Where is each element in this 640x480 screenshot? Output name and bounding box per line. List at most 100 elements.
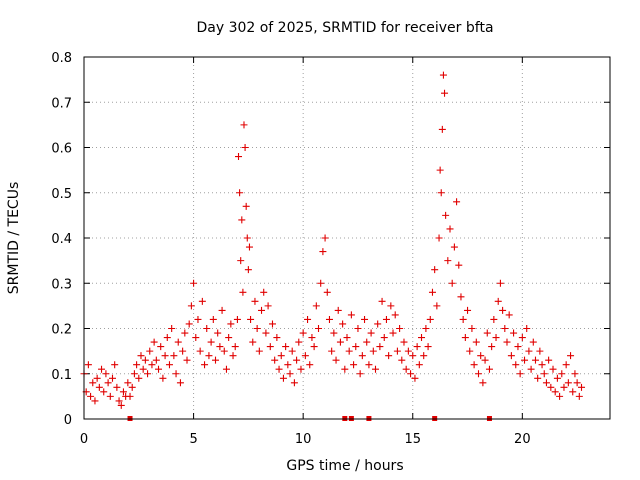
data-point: [441, 89, 449, 97]
data-point: [139, 365, 147, 373]
data-point: [558, 370, 566, 378]
data-point: [457, 293, 465, 301]
data-point: [396, 325, 404, 332]
data-point: [290, 379, 298, 387]
data-point: [428, 288, 436, 296]
data-point: [483, 329, 491, 337]
data-point: [527, 365, 535, 373]
data-point: [126, 392, 134, 400]
data-point: [152, 356, 160, 364]
data-point: [174, 338, 182, 346]
data-point: [323, 288, 331, 296]
data-point: [578, 383, 586, 391]
data-point: [295, 338, 303, 346]
data-point: [466, 347, 474, 355]
data-point: [198, 297, 206, 305]
data-point: [297, 365, 305, 373]
data-point: [420, 352, 428, 360]
data-point: [389, 329, 397, 337]
data-point: [284, 361, 292, 369]
data-point: [553, 374, 561, 382]
data-point: [163, 334, 171, 342]
data-point: [155, 365, 163, 373]
points-layer: [80, 71, 586, 409]
data-point: [363, 338, 371, 346]
data-point: [157, 343, 165, 351]
data-point: [286, 370, 294, 378]
data-point: [415, 361, 423, 369]
data-point: [358, 352, 366, 360]
data-point: [325, 315, 333, 323]
y-tick-label: 0.4: [51, 232, 72, 247]
data-point: [361, 315, 369, 323]
data-point: [216, 343, 224, 351]
data-point: [374, 320, 382, 328]
data-point: [492, 334, 500, 342]
data-point: [356, 370, 364, 378]
data-point: [251, 297, 259, 305]
data-point: [448, 279, 456, 287]
data-point: [404, 347, 412, 355]
data-point: [231, 343, 239, 351]
data-point: [238, 216, 246, 224]
data-point: [113, 383, 121, 391]
data-point: [93, 374, 101, 382]
data-point: [444, 257, 452, 265]
data-point: [431, 266, 439, 274]
data-point: [564, 379, 572, 387]
data-point: [387, 302, 395, 310]
data-point: [106, 392, 114, 400]
data-point: [108, 374, 116, 382]
data-point: [319, 248, 327, 256]
data-point: [133, 361, 141, 369]
data-point: [130, 370, 138, 378]
data-point: [376, 343, 384, 351]
data-point: [534, 374, 542, 382]
data-point: [345, 347, 353, 355]
data-point: [382, 315, 390, 323]
y-tick-label: 0.3: [51, 277, 72, 292]
data-point: [411, 374, 419, 382]
data-point: [148, 361, 156, 369]
data-point: [255, 347, 263, 355]
data-point: [243, 234, 251, 242]
data-point: [503, 338, 511, 346]
data-point: [365, 361, 373, 369]
data-point: [196, 347, 204, 355]
data-point: [192, 334, 200, 342]
data-point: [245, 243, 253, 251]
data-point: [190, 279, 198, 287]
data-point: [89, 379, 97, 387]
data-point: [137, 352, 145, 360]
data-point: [538, 361, 546, 369]
data-point: [450, 243, 458, 251]
data-point: [516, 370, 524, 378]
data-point: [499, 306, 507, 314]
data-point: [556, 392, 564, 400]
data-point: [334, 306, 342, 314]
data-point: [119, 388, 127, 396]
data-point: [84, 361, 92, 369]
data-point: [214, 329, 222, 337]
data-point: [317, 279, 325, 287]
data-point: [523, 325, 531, 332]
data-point: [468, 325, 476, 332]
data-point: [247, 315, 255, 323]
data-point: [201, 361, 209, 369]
data-point: [350, 361, 358, 369]
data-point: [293, 356, 301, 364]
data-point: [494, 297, 502, 305]
data-point: [407, 370, 415, 378]
data-point: [562, 361, 570, 369]
data-point: [161, 352, 169, 360]
tick-layer: 0 0.1 0.2 0.3 0.4 0.5 0.6 0.7 0.8 0 5 10 15 20: [51, 51, 610, 447]
data-point: [435, 234, 443, 242]
data-point: [354, 325, 362, 332]
data-point: [529, 338, 537, 346]
plot-frame: [83, 56, 611, 420]
y-tick-label: 0.1: [51, 368, 72, 383]
data-point: [253, 325, 261, 332]
data-point: [218, 306, 226, 314]
data-point: [391, 311, 399, 319]
data-point: [117, 401, 125, 409]
